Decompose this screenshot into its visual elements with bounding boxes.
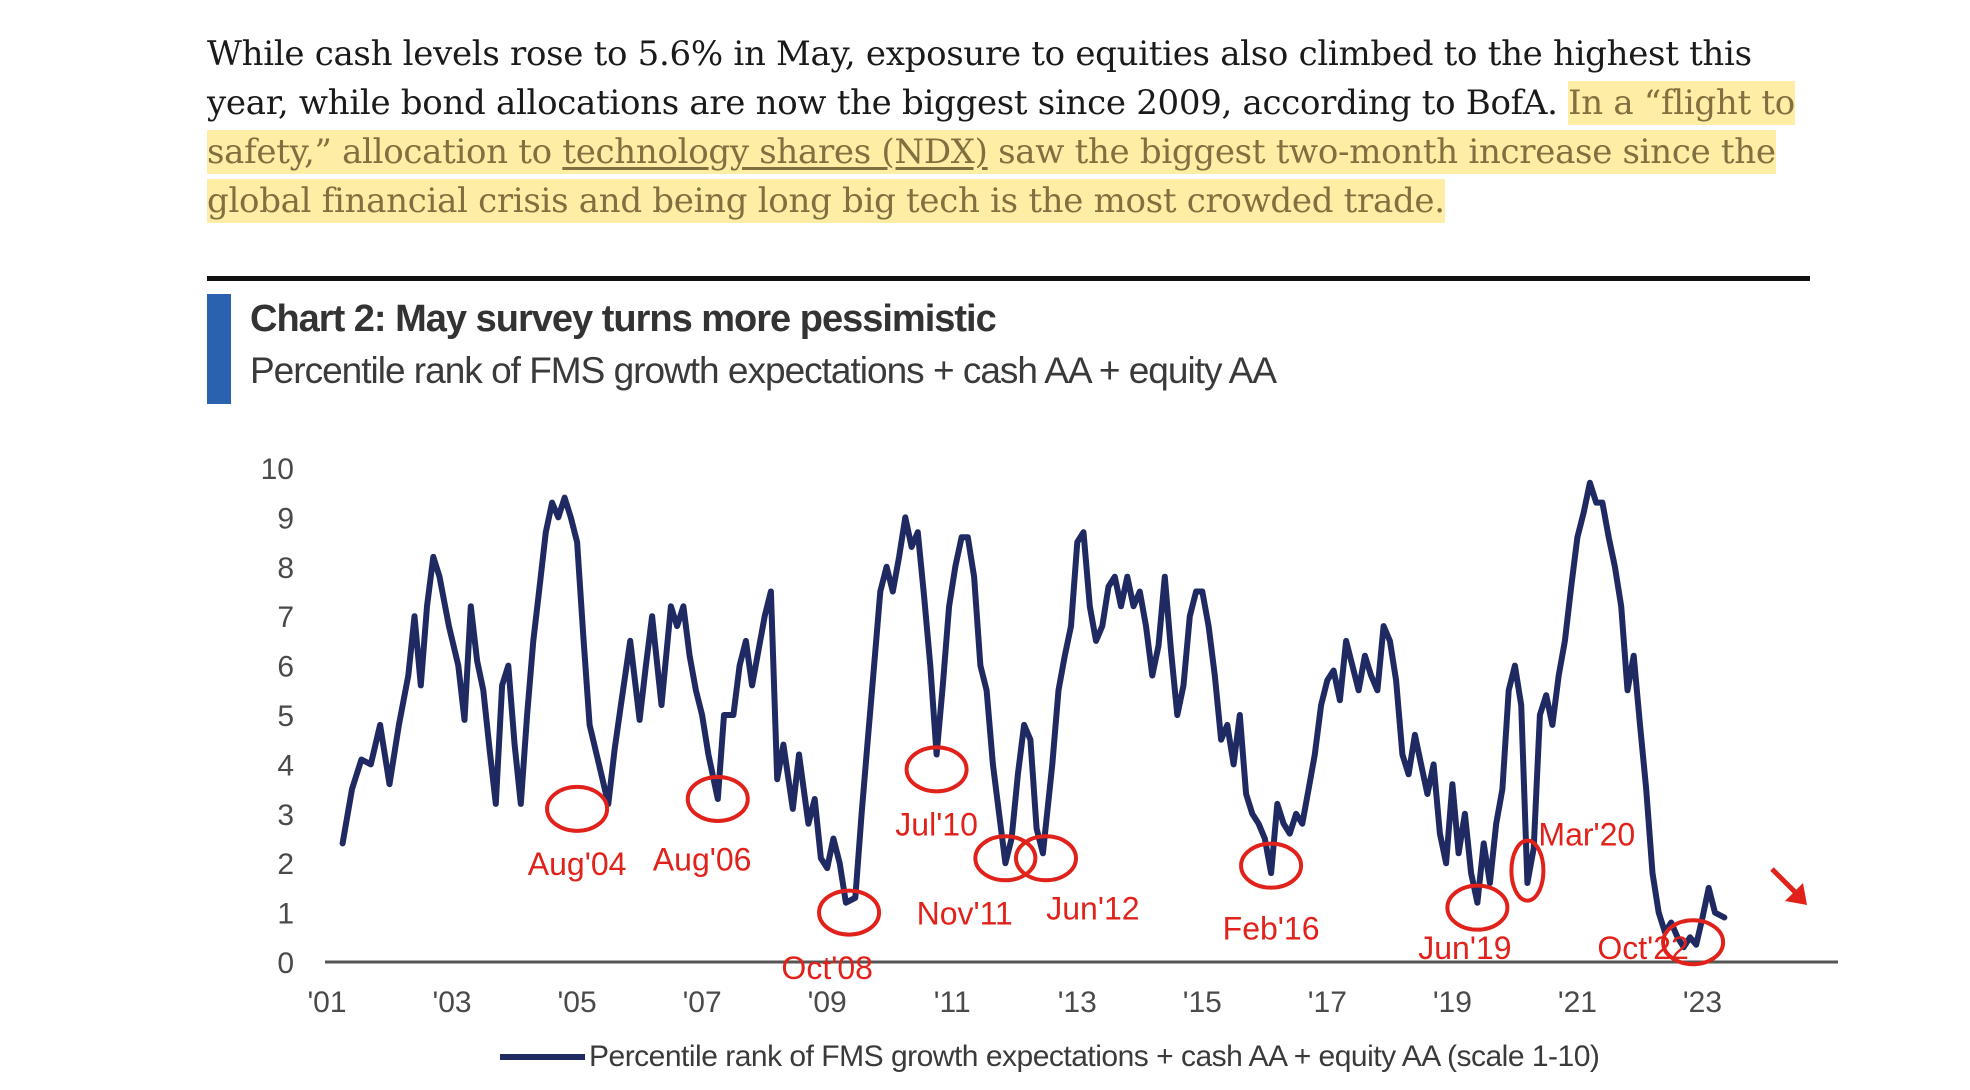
article-text: While cash levels rose to 5.6% in May, e…	[207, 34, 1752, 123]
annotation-label: Jul'10	[895, 807, 978, 843]
annotation-circle	[1509, 838, 1546, 903]
chart-accent-bar	[207, 294, 231, 404]
x-tick-label: '15	[1183, 986, 1222, 1019]
article-highlight-intro: In a “flight to safety,” allocation to	[207, 83, 1795, 172]
article-paragraph: While cash levels rose to 5.6% in May, e…	[207, 30, 1807, 226]
annotation-circle	[904, 745, 969, 794]
y-tick-label: 4	[277, 749, 294, 782]
annotation-label: Feb'16	[1223, 910, 1320, 946]
ndx-link[interactable]: technology shares (NDX)	[562, 132, 988, 172]
y-tick-label: 0	[277, 947, 294, 980]
chart-title: Chart 2: May survey turns more pessimist…	[250, 298, 997, 340]
x-tick-label: '23	[1683, 986, 1722, 1019]
annotation-label: Jun'12	[1046, 891, 1139, 927]
x-tick-label: '01	[307, 986, 346, 1019]
annotation-circle	[545, 784, 610, 833]
y-tick-label: 2	[277, 848, 294, 881]
y-tick-label: 9	[277, 502, 294, 535]
annotation-label: Jun'19	[1418, 930, 1511, 966]
chart-top-rule	[207, 276, 1810, 281]
x-tick-label: '05	[558, 986, 597, 1019]
y-tick-label: 8	[277, 552, 294, 585]
annotation-label: Oct'08	[781, 950, 872, 986]
article-highlight-rest: saw the biggest two-month increase since…	[207, 132, 1776, 221]
annotation-label: Mar'20	[1538, 817, 1635, 853]
annotation-label: Aug'06	[653, 841, 752, 877]
y-tick-label: 6	[277, 651, 294, 684]
annotation-circle	[685, 774, 750, 823]
legend-line-swatch	[500, 1054, 585, 1060]
x-tick-label: '17	[1308, 986, 1347, 1019]
y-tick-label: 7	[277, 601, 294, 634]
legend-label: Percentile rank of FMS growth expectatio…	[589, 1040, 1600, 1073]
x-tick-label: '11	[934, 986, 971, 1019]
y-tick-label: 1	[277, 898, 294, 931]
x-tick-label: '07	[683, 986, 722, 1019]
x-tick-label: '03	[432, 986, 471, 1019]
annotation-circle	[973, 834, 1038, 883]
annotation-circle	[1014, 834, 1078, 883]
x-tick-label: '09	[808, 986, 847, 1019]
y-tick-label: 5	[277, 700, 294, 733]
chart-subtitle: Percentile rank of FMS growth expectatio…	[250, 350, 1277, 391]
annotation-circle	[1661, 918, 1726, 967]
annotation-label: Oct'22	[1597, 930, 1688, 966]
x-tick-label: '19	[1433, 986, 1472, 1019]
annotation-circle	[817, 888, 882, 937]
annotation-label: Nov'11	[917, 896, 1013, 932]
y-tick-label: 10	[261, 453, 294, 486]
series-line	[339, 479, 1728, 951]
x-tick-label: '21	[1558, 986, 1597, 1019]
y-tick-label: 3	[277, 799, 294, 832]
annotation-label: Aug'04	[528, 846, 627, 882]
chart-legend: Percentile rank of FMS growth expectatio…	[500, 1040, 1600, 1074]
trend-arrow-head	[1785, 883, 1807, 905]
x-tick-label: '13	[1058, 986, 1097, 1019]
annotation-circle	[1445, 883, 1510, 932]
annotation-circle	[1239, 841, 1304, 890]
